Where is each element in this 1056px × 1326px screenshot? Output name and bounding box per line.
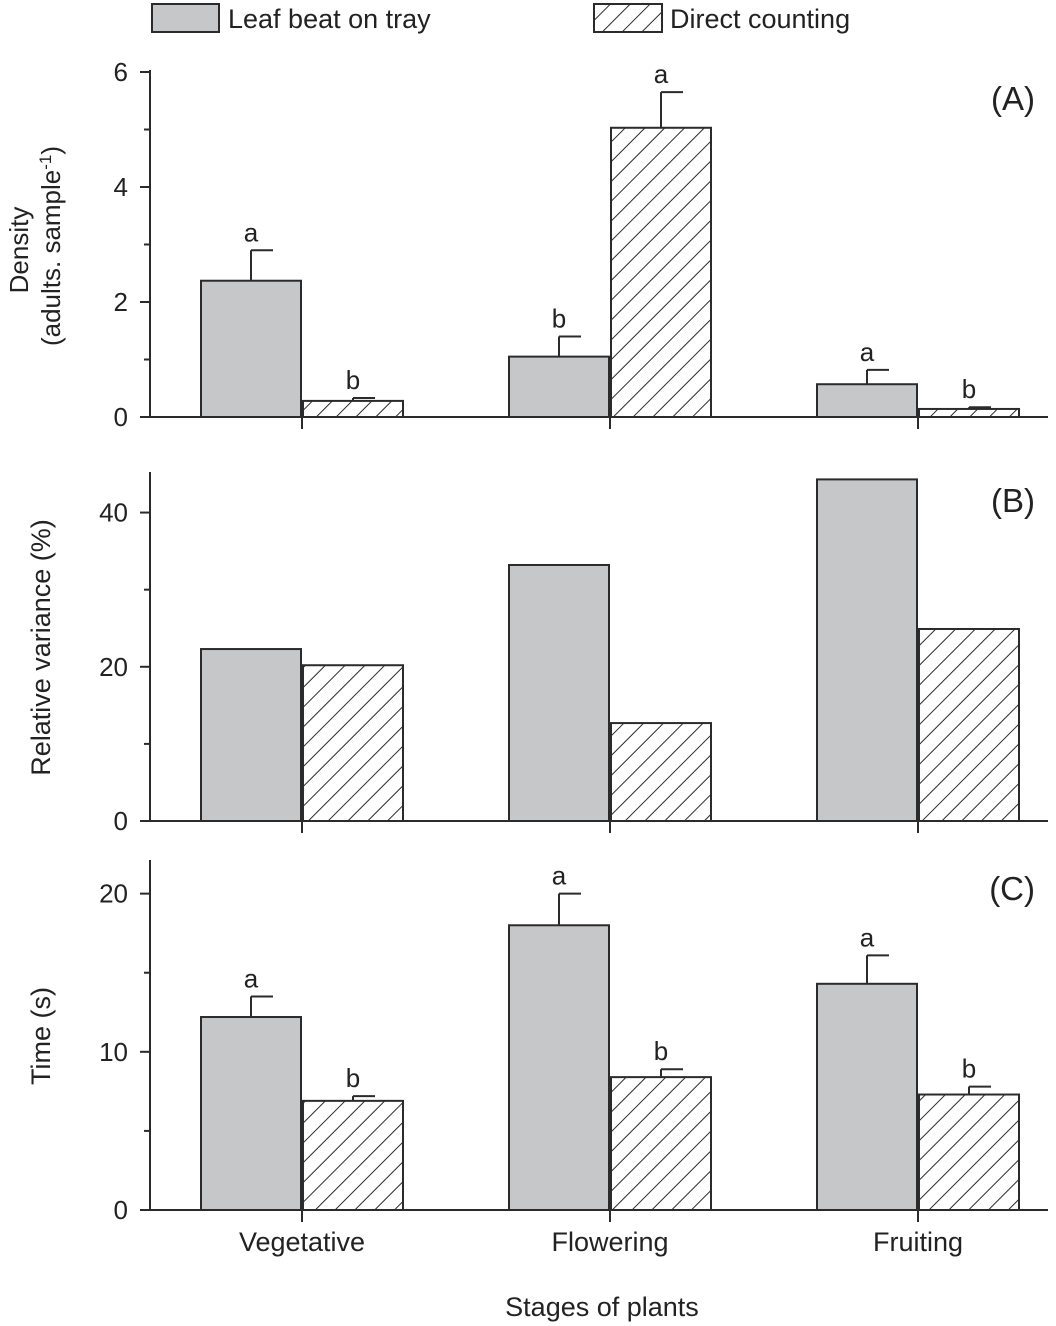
y-axis-title: Density [4,207,34,294]
legend-swatch-hatched [593,3,663,33]
bar-leaf-beat-flowering [508,355,610,418]
bar-leaf-beat-flowering [508,924,610,1211]
y-tick-label: 40 [99,498,128,528]
x-category-label: Fruiting [873,1227,963,1257]
significance-letter: a [244,963,259,993]
significance-letter: b [552,304,566,334]
x-axis-title: Stages of plants [505,1292,699,1322]
bar-leaf-beat-fruiting [816,478,918,822]
significance-letter: a [860,922,875,952]
bar-direct-counting-fruiting [918,1093,1020,1211]
y-tick-label: 6 [114,57,128,87]
panels: 0 2 4 6 a b a b a b (A) Density (adults. sample-1) 0 2… [4,57,1048,1257]
x-category-label: Flowering [551,1227,668,1257]
y-tick-label: 0 [114,806,128,836]
significance-letter: a [244,217,259,247]
legend: Leaf beat on tray Direct counting [151,3,850,34]
significance-letter: a [654,59,669,89]
bar-direct-counting-vegetative [302,664,404,822]
bar-leaf-beat-vegetative [200,648,302,823]
x-category-label: Vegetative [239,1227,365,1257]
y-tick-label: 20 [99,652,128,682]
panel-1: 0 20 40 (B) Relative variance (%) [26,472,1048,836]
bar-leaf-beat-vegetative [200,279,302,418]
legend-label-leaf-beat: Leaf beat on tray [228,4,431,34]
bar-direct-counting-flowering [610,1076,712,1212]
significance-letter: b [962,374,976,404]
panel-label: (A) [991,80,1035,117]
bar-leaf-beat-fruiting [816,982,918,1211]
y-tick-label: 0 [114,402,128,432]
bar-direct-counting-flowering [610,722,712,823]
bar-direct-counting-fruiting [918,407,1020,419]
y-tick-label: 20 [99,879,128,909]
bar-direct-counting-fruiting [918,627,1020,823]
significance-letter: a [860,337,875,367]
panel-label: (B) [991,482,1035,519]
y-axis-title: Time (s) [26,987,56,1085]
y-axis-title: Relative variance (%) [26,519,56,776]
legend-label-direct-counting: Direct counting [670,4,850,34]
significance-letter: b [654,1036,668,1066]
panel-label: (C) [989,870,1035,907]
significance-letter: a [552,861,567,891]
bar-direct-counting-vegetative [302,399,404,418]
significance-letter: b [962,1054,976,1084]
significance-letter: b [346,365,360,395]
panel-2: 0 10 20 a a a b b b (C) Time (s) Vegetative Flowerin… [26,860,1048,1257]
legend-swatch-solid [151,3,220,33]
y-axis-title-line2: (adults. sample-1) [36,146,67,346]
y-tick-label: 2 [114,287,128,317]
bar-leaf-beat-flowering [508,563,610,822]
y-tick-label: 0 [114,1195,128,1225]
y-tick-label: 4 [114,172,128,202]
y-tick-label: 10 [99,1037,128,1067]
bar-direct-counting-vegetative [302,1099,404,1211]
bar-leaf-beat-vegetative [200,1016,302,1211]
significance-letter: b [346,1063,360,1093]
bar-direct-counting-flowering [610,126,712,419]
panel-0: 0 2 4 6 a b a b a b (A) Density (adults. sample-1) [4,57,1048,432]
bar-leaf-beat-fruiting [816,383,918,419]
